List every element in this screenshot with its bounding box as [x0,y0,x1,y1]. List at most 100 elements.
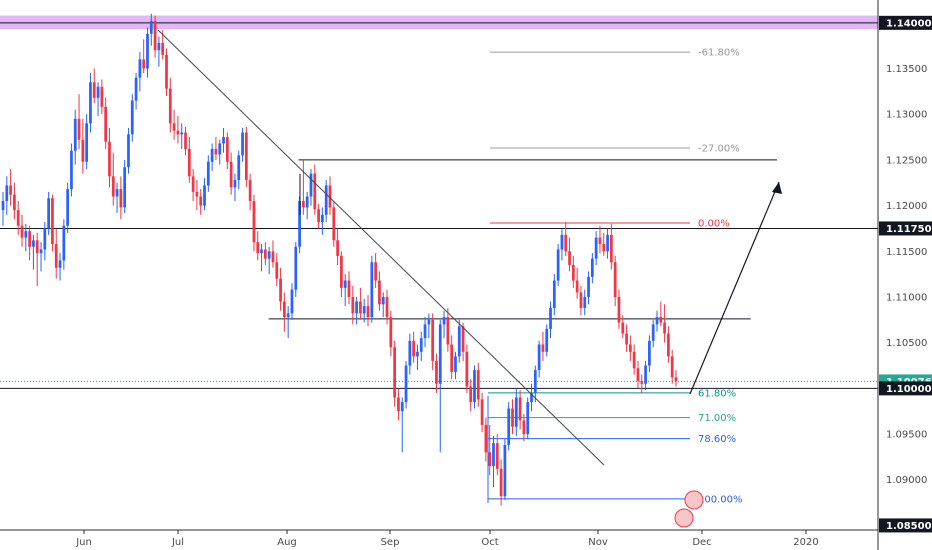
candle-body-47 [180,132,184,135]
candle-body-23 [89,82,92,124]
candle-body-110 [419,338,423,352]
candle-body-99 [378,280,381,305]
candle-body-62 [237,155,241,181]
candle-body-166 [632,351,636,369]
candle-body-93 [355,301,358,314]
candles [1,13,678,506]
candle-body-170 [648,340,651,366]
candle-body-64 [244,132,248,181]
price-tag-3[interactable] [879,381,932,396]
candle-body-124 [473,370,476,403]
candle-body-138 [526,402,530,435]
candle-body-135 [514,397,518,427]
candle-body-94 [359,301,362,314]
candle-body-22 [85,123,89,162]
candle-body-102 [389,317,393,348]
candle-body-0 [1,201,5,211]
candle-body-32 [123,167,127,208]
candle-body-54 [206,161,210,186]
candle-body-3 [13,194,16,211]
price-tick-1: 1.13000 [886,110,927,121]
candle-body-10 [39,249,43,254]
candle-body-163 [621,322,625,334]
candle-body-118 [450,344,454,372]
candle-body-67 [256,242,260,254]
candle-body-50 [191,176,195,192]
candle-body-147 [560,234,564,250]
candle-body-79 [302,201,305,208]
candle-body-109 [416,351,419,357]
candle-body-48 [184,132,187,149]
candle-body-156 [594,237,598,259]
candle-body-60 [229,161,233,188]
candle-body-58 [222,137,225,144]
candle-body-161 [613,262,617,297]
candle-body-121 [461,326,465,352]
candle-body-101 [385,296,389,318]
candle-body-95 [362,306,366,314]
candle-body-130 [495,443,499,469]
candle-body-145 [552,280,556,308]
event-flag-icon-2[interactable] [674,508,694,528]
candle-body-160 [609,234,613,263]
candle-body-87 [332,207,336,241]
candle-body-73 [279,278,282,302]
candle-body-111 [423,324,427,339]
candle-body-18 [70,150,73,190]
candle-body-159 [606,234,609,252]
price-axis[interactable]: 1.13500 1.13000 1.12500 1.12000 1.11500 1.110… [886,64,927,486]
candle-body-108 [412,340,416,357]
candle-body-33 [127,134,130,168]
event-flag-icon[interactable] [684,490,704,510]
time-tick-5: Nov [588,537,608,548]
candle-body-24 [92,82,96,98]
candle-body-51 [195,191,199,197]
candle-body-34 [130,100,134,135]
candle-body-177 [674,377,678,382]
trend-line[interactable] [157,29,605,466]
candle-body-30 [115,189,119,197]
candle-body-169 [644,365,647,384]
candle-body-164 [625,333,628,345]
candle-body-150 [571,265,575,281]
candle-body-44 [168,88,172,124]
candle-body-98 [374,262,377,281]
price-tick-8: 1.09000 [886,475,927,486]
candle-body-6 [24,231,28,238]
price-tick-0: 1.13500 [886,64,927,75]
candle-body-25 [96,86,100,98]
candle-body-88 [336,240,339,256]
candle-body-59 [225,137,229,162]
price-tick-5: 1.11000 [886,292,927,303]
candle-body-72 [275,262,279,279]
candle-body-115 [438,324,442,384]
candle-body-103 [393,347,397,398]
candle-body-142 [541,344,545,352]
candle-body-149 [568,251,571,265]
candle-body-167 [636,368,640,382]
price-tag-0[interactable] [879,15,932,30]
candle-body-148 [564,234,568,252]
candle-body-83 [317,209,320,223]
price-tag-label-3: 1.10000 [886,384,932,395]
price-tick-4: 1.11500 [886,247,927,258]
time-axis[interactable]: Jun Jul Aug Sep Oct Nov Dec 2020 [75,530,819,548]
candle-body-78 [298,201,301,247]
candle-body-144 [549,307,552,329]
price-tag-4[interactable] [879,518,932,533]
candle-body-14 [54,243,58,268]
candle-body-139 [530,392,533,403]
price-tick-2: 1.12500 [886,155,927,166]
candle-body-49 [187,148,191,177]
candle-body-152 [579,292,583,308]
price-tag-1[interactable] [879,221,932,236]
candle-body-21 [81,139,85,162]
candle-body-46 [176,130,180,135]
candle-body-132 [503,445,507,497]
projection-arrow[interactable] [689,181,780,395]
time-tick-7: 2020 [793,537,818,548]
candle-body-37 [142,59,146,69]
candle-body-41 [157,42,161,51]
